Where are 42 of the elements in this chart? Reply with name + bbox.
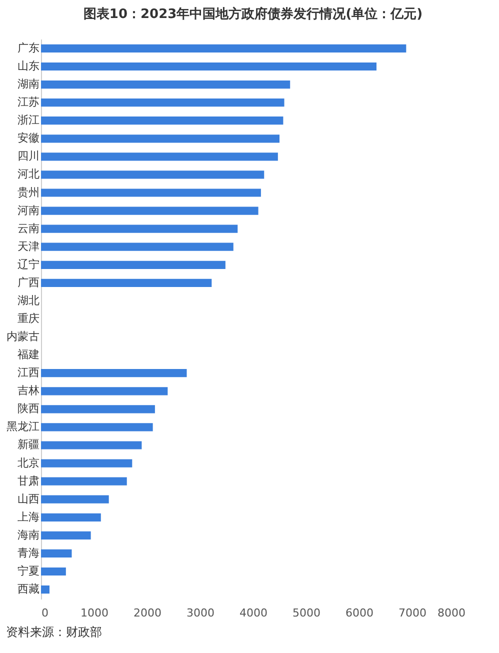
y-tick-label: 河南 <box>18 204 40 217</box>
y-tick-label: 广东 <box>18 41 40 54</box>
x-tick-label: 1000 <box>80 606 108 620</box>
y-tick-label: 天津 <box>18 240 40 253</box>
y-tick-label: 北京 <box>18 456 40 470</box>
y-tick-label: 浙江 <box>18 114 40 127</box>
y-tick-label: 吉林 <box>18 384 40 398</box>
y-tick-label: 福建 <box>18 348 40 362</box>
y-tick-label: 宁夏 <box>18 564 40 578</box>
x-tick-label: 4000 <box>240 606 268 620</box>
y-tick-label: 四川 <box>18 150 40 163</box>
x-tick-label: 6000 <box>346 606 374 620</box>
x-tick-label: 7000 <box>398 606 426 620</box>
y-tick-label: 西藏 <box>18 582 40 596</box>
y-tick-label: 江西 <box>18 366 40 380</box>
y-tick-label: 海南 <box>18 528 40 542</box>
y-tick-label: 上海 <box>18 510 40 524</box>
y-tick-label: 贵州 <box>18 186 40 199</box>
chart-title: 图表10：2023年中国地方政府债券发行情况(单位：亿元) <box>83 6 423 22</box>
x-tick-label: 2000 <box>134 606 162 620</box>
y-tick-label: 云南 <box>18 222 40 235</box>
x-tick-label: 8000 <box>438 606 466 620</box>
y-tick-label: 安徽 <box>18 132 40 145</box>
y-tick-label: 河北 <box>18 168 40 181</box>
y-tick-label: 辽宁 <box>18 258 40 271</box>
x-tick-label: 0 <box>42 606 48 620</box>
y-tick-label: 广西 <box>18 276 40 289</box>
y-tick-label: 重庆 <box>18 312 40 325</box>
y-tick-label: 新疆 <box>18 438 40 452</box>
y-tick-label: 内蒙古 <box>6 330 40 344</box>
y-tick-label: 湖南 <box>18 78 40 91</box>
text: 资料来源：财政部 <box>6 624 102 641</box>
y-tick-label: 湖北 <box>18 294 40 307</box>
y-tick-label: 青海 <box>18 546 40 560</box>
y-tick-label: 山东 <box>18 60 40 73</box>
x-tick-label: 3000 <box>186 606 214 620</box>
y-tick-label: 江苏 <box>18 96 40 109</box>
y-tick-label: 陕西 <box>18 402 40 416</box>
y-tick-label: 甘肃 <box>18 474 40 488</box>
y-tick-label: 山西 <box>18 492 40 506</box>
y-tick-label: 黑龙江 <box>6 420 40 434</box>
x-tick-label: 5000 <box>292 606 320 620</box>
